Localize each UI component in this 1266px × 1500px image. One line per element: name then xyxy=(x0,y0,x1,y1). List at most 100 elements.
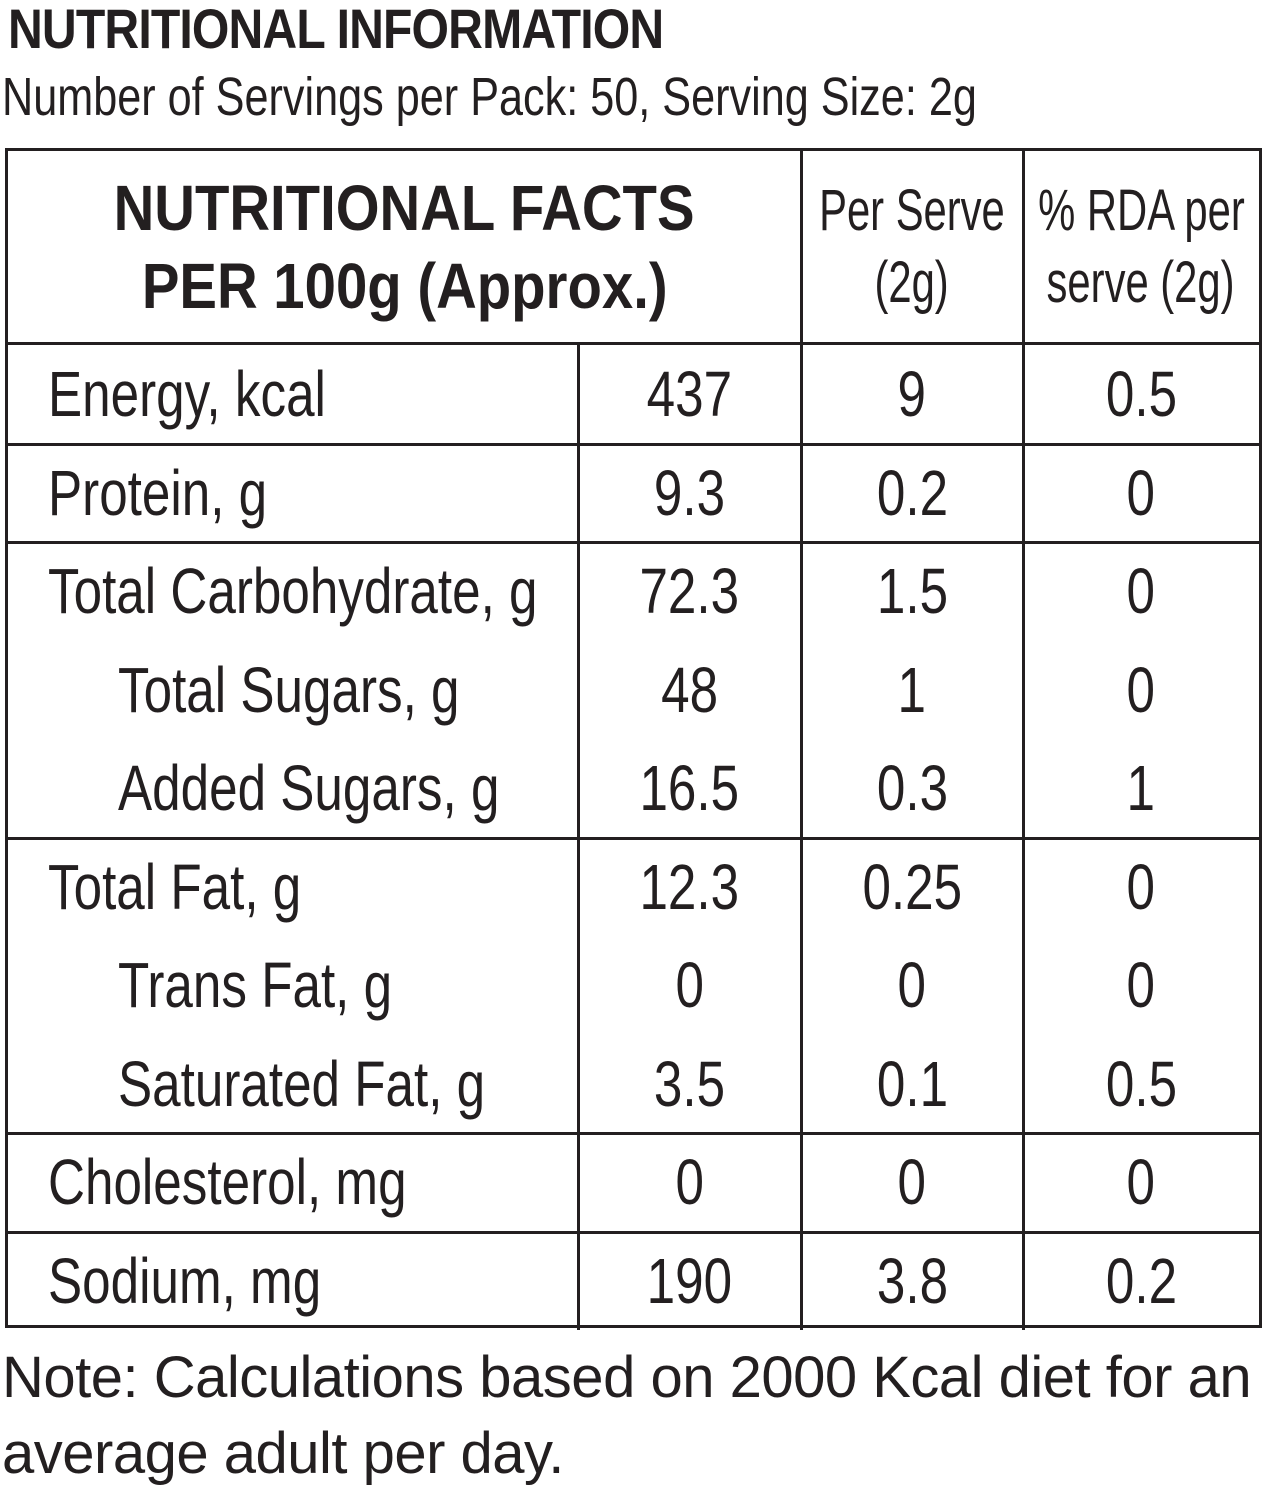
value-cell: 0.25 xyxy=(801,838,1023,937)
value-text: 16.5 xyxy=(639,752,740,825)
value-cell: 3.8 xyxy=(801,1232,1023,1331)
label-text: Saturated Fat, g xyxy=(118,1047,486,1120)
column-rule xyxy=(577,345,580,444)
label-text: Added Sugars, g xyxy=(118,752,500,825)
rule xyxy=(8,442,1259,446)
label-text: Sodium, mg xyxy=(48,1244,322,1317)
value-text: 0.1 xyxy=(876,1047,948,1120)
column-rule xyxy=(800,1231,803,1330)
value-text: 0.25 xyxy=(862,850,962,923)
value-cell: 1 xyxy=(1023,739,1259,838)
row-label: Sodium, mg xyxy=(48,1232,568,1331)
value-text: 3.5 xyxy=(653,1047,726,1120)
value-text: 9 xyxy=(897,358,927,431)
value-text: 0 xyxy=(1126,850,1156,923)
row-label: Saturated Fat, g xyxy=(118,1035,638,1134)
label-text: Trans Fat, g xyxy=(118,949,393,1022)
nutrition-table: NUTRITIONAL FACTS PER 100g (Approx.) Per S… xyxy=(5,148,1262,1331)
row-label: Total Fat, g xyxy=(48,838,568,937)
column-rule xyxy=(800,1133,803,1232)
column-rule xyxy=(800,542,803,838)
value-cell: 9.3 xyxy=(578,444,801,543)
value-text: 72.3 xyxy=(639,555,740,628)
column-rule xyxy=(1022,345,1025,444)
value-cell: 0 xyxy=(1023,838,1259,937)
value-cell: 16.5 xyxy=(578,739,801,838)
row-label: Energy, kcal xyxy=(48,345,568,444)
value-text: 1.5 xyxy=(876,555,948,628)
value-text: 0 xyxy=(1126,456,1156,529)
value-cell: 0 xyxy=(578,936,801,1035)
value-text: 0 xyxy=(897,949,927,1022)
value-text: 0.5 xyxy=(1105,358,1177,431)
label-text: Total Fat, g xyxy=(48,850,302,923)
value-text: 1 xyxy=(1126,752,1156,825)
label-text: Cholesterol, mg xyxy=(48,1146,407,1219)
header-cell: Per Serve (2g) xyxy=(801,151,1023,343)
header-line: (2g) xyxy=(874,250,950,315)
value-cell: 0.2 xyxy=(1023,1232,1259,1331)
value-cell: 0 xyxy=(1023,542,1259,641)
value-text: 0.2 xyxy=(876,456,948,529)
value-cell: 190 xyxy=(578,1232,801,1331)
column-rule xyxy=(577,837,580,1133)
column-rule xyxy=(1022,1231,1025,1330)
note: Note: Calculations based on 2000 Kcal di… xyxy=(2,1345,1252,1486)
value-cell: 12.3 xyxy=(578,838,801,937)
value-text: 0 xyxy=(897,1146,927,1219)
value-text: 0 xyxy=(675,949,704,1022)
column-rule xyxy=(1022,837,1025,1133)
value-text: 190 xyxy=(646,1244,733,1317)
value-text: 0 xyxy=(1126,653,1156,726)
column-rule xyxy=(1022,443,1025,542)
header-cell: % RDA per serve (2g) xyxy=(1023,151,1259,343)
label-text: Energy, kcal xyxy=(48,358,326,431)
rule xyxy=(8,1132,1259,1135)
column-rule xyxy=(577,443,580,542)
value-cell: 0.1 xyxy=(801,1035,1023,1134)
value-text: 12.3 xyxy=(639,850,740,923)
value-cell: 0 xyxy=(1023,641,1259,740)
column-rule xyxy=(577,1231,580,1330)
column-rule xyxy=(1022,1133,1025,1232)
row-label: Total Sugars, g xyxy=(118,641,638,740)
value-cell: 437 xyxy=(578,345,801,444)
row-label: Cholesterol, mg xyxy=(48,1133,568,1232)
column-rule xyxy=(800,443,803,542)
value-cell: 0 xyxy=(1023,1133,1259,1232)
value-cell: 72.3 xyxy=(578,542,801,641)
header-line: PER 100g (Approx.) xyxy=(141,250,668,322)
title: NUTRITIONAL INFORMATION xyxy=(8,0,664,60)
value-cell: 0 xyxy=(801,936,1023,1035)
label-text: Total Sugars, g xyxy=(118,653,460,726)
column-rule xyxy=(577,1133,580,1232)
value-cell: 0.3 xyxy=(801,739,1023,838)
value-cell: 1.5 xyxy=(801,542,1023,641)
subtitle: Number of Servings per Pack: 50, Serving… xyxy=(2,67,977,127)
value-text: 9.3 xyxy=(653,456,726,529)
value-cell: 0.5 xyxy=(1023,1035,1259,1134)
value-cell: 0 xyxy=(1023,936,1259,1035)
value-text: 0.2 xyxy=(1105,1244,1177,1317)
header-line: serve (2g) xyxy=(1047,250,1235,315)
row-label: Protein, g xyxy=(48,444,568,543)
label-text: Protein, g xyxy=(48,456,268,529)
column-rule xyxy=(1022,542,1025,838)
header-cell: NUTRITIONAL FACTS PER 100g (Approx.) xyxy=(8,151,801,343)
value-text: 0.3 xyxy=(876,752,948,825)
value-text: 437 xyxy=(646,358,733,431)
rule xyxy=(8,1230,1259,1234)
value-text: 1 xyxy=(897,653,927,726)
value-cell: 1 xyxy=(801,641,1023,740)
value-cell: 0 xyxy=(801,1133,1023,1232)
row-label: Added Sugars, g xyxy=(118,739,638,838)
label-text: Total Carbohydrate, g xyxy=(48,555,538,628)
column-rule xyxy=(577,542,580,838)
value-cell: 9 xyxy=(801,345,1023,444)
value-text: 0.5 xyxy=(1105,1047,1177,1120)
header-line: % RDA per xyxy=(1037,178,1245,243)
column-rule xyxy=(800,345,803,444)
value-cell: 0 xyxy=(1023,444,1259,543)
value-text: 3.8 xyxy=(876,1244,948,1317)
